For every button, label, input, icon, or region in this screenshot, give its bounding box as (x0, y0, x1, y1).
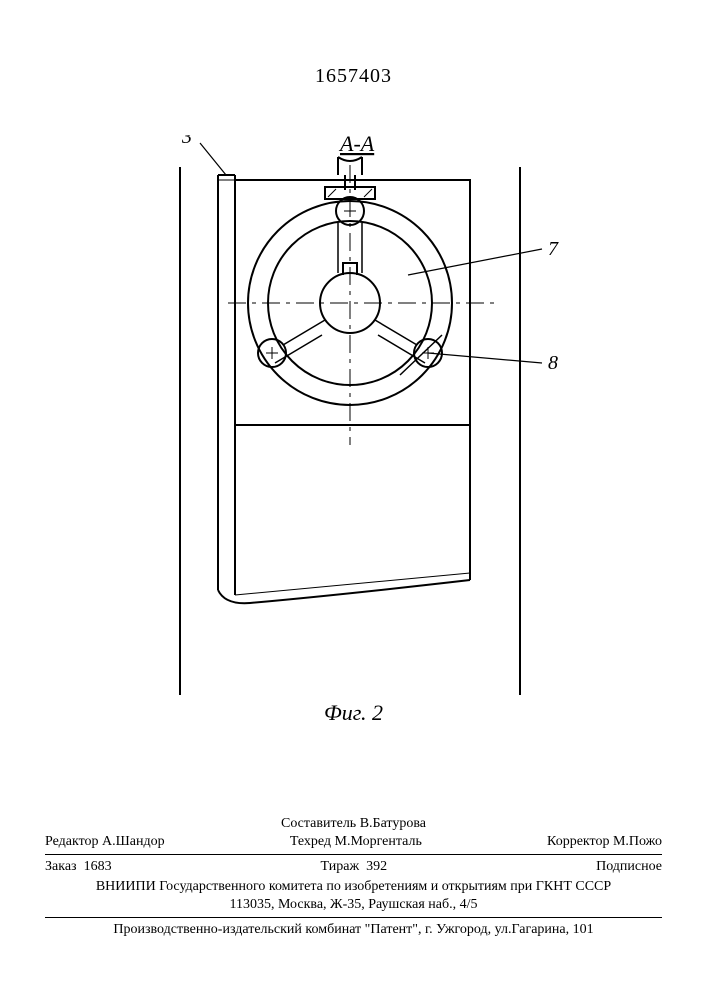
order-row: Заказ 1683 Тираж 392 Подписное (45, 859, 662, 875)
callout-3: 3 (181, 135, 192, 148)
order: Заказ 1683 (45, 859, 112, 875)
section-label: А-А (338, 135, 375, 156)
org-line-2: 113035, Москва, Ж-35, Раушская наб., 4/5 (45, 897, 662, 913)
techred: Техред М.Моргенталь (290, 834, 422, 850)
subscription: Подписное (596, 859, 662, 875)
corrector: Корректор М.Пожо (547, 834, 662, 850)
figure-label: Фиг. 2 (0, 700, 707, 726)
divider-2 (45, 917, 662, 918)
tirage: Тираж 392 (321, 859, 388, 875)
compiler-label: Составитель (281, 816, 356, 831)
divider (45, 854, 662, 855)
editor: Редактор А.Шандор (45, 834, 165, 850)
figure-diagram: А-А (140, 135, 560, 675)
compiler-name: В.Батурова (360, 816, 426, 831)
credit-row: Редактор А.Шандор Техред М.Моргенталь Ко… (45, 834, 662, 850)
footer-block: Составитель В.Батурова Редактор А.Шандор… (45, 814, 662, 940)
callout-8: 8 (548, 352, 558, 374)
compiler-line: Составитель В.Батурова (45, 816, 662, 832)
callout-7: 7 (548, 238, 559, 260)
patent-number: 1657403 (0, 65, 707, 88)
printer-line: Производственно-издательский комбинат "П… (45, 922, 662, 938)
org-line-1: ВНИИПИ Государственного комитета по изоб… (45, 879, 662, 895)
